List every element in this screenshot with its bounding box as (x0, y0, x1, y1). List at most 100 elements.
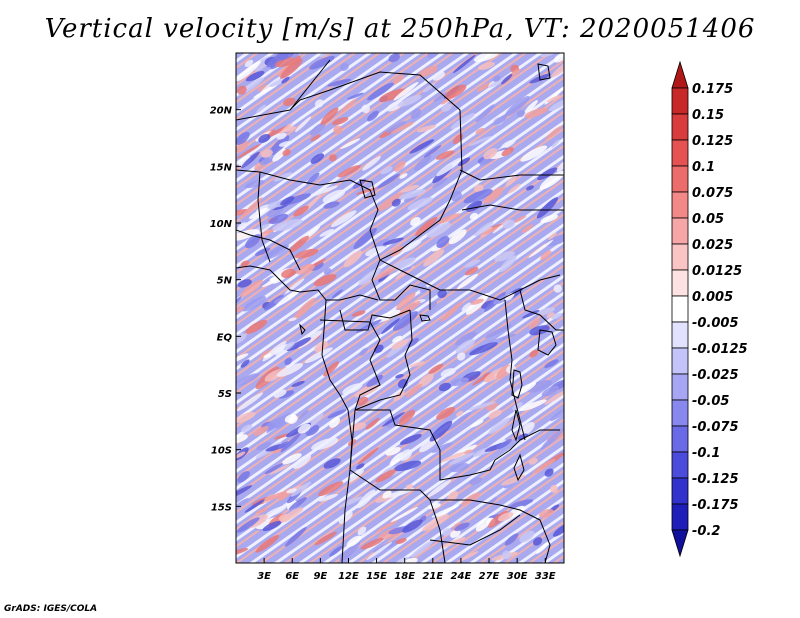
field-blob (393, 460, 422, 472)
field-blob (516, 109, 525, 118)
field-blob (276, 288, 302, 307)
field-blob (448, 229, 467, 245)
field-blob (291, 380, 305, 387)
field-blob (552, 523, 564, 537)
field-blob (305, 424, 320, 436)
field-blob (440, 368, 456, 377)
field-blob (278, 390, 295, 399)
field-blob (281, 76, 290, 84)
field-blob (410, 108, 422, 119)
field-blob (409, 139, 435, 154)
field-blob (348, 470, 365, 483)
field-blob (478, 62, 495, 70)
field-blob (289, 235, 309, 253)
field-blob (544, 390, 564, 405)
field-blob (540, 250, 552, 261)
field-blob (470, 420, 484, 428)
lat-tick-label: 5S (218, 389, 232, 400)
field-blob (362, 156, 381, 171)
field-blob (366, 374, 383, 387)
field-blob (332, 117, 349, 126)
field-blob (286, 337, 312, 352)
field-blob (396, 292, 416, 310)
field-blob (319, 228, 334, 237)
field-blob (339, 63, 349, 71)
field-blob (310, 134, 321, 142)
field-blob (492, 75, 501, 82)
lat-tick-label: 10N (210, 219, 233, 230)
field-blob (546, 95, 561, 103)
field-blob (401, 239, 422, 253)
field-blob (395, 374, 404, 379)
field-blob (241, 151, 260, 169)
field-blob (314, 99, 324, 108)
field-blob (322, 189, 346, 203)
field-blob (323, 201, 340, 209)
field-blob (388, 53, 400, 63)
colorbar-level-label: 0.05 (692, 212, 724, 227)
field-blob (550, 484, 558, 493)
colorbar-box (671, 113, 689, 141)
field-blob (236, 295, 244, 308)
field-blob (519, 399, 547, 412)
field-blob (253, 426, 269, 436)
field-blob (519, 530, 535, 543)
colorbar-box (671, 269, 689, 297)
field-blob (343, 250, 363, 268)
field-blob (367, 82, 394, 101)
field-blob (536, 197, 559, 219)
field-blob (352, 178, 367, 189)
field-blob (241, 424, 253, 433)
longitude-axis: 3E 6E 9E 12E 15E 18E 21E 24E 27E 30E 33E (257, 558, 556, 582)
field-blob (298, 409, 309, 419)
field-blob (253, 84, 279, 98)
field-blob (278, 141, 292, 147)
field-blob (339, 541, 361, 562)
lon-tick-label: 18E (394, 571, 415, 582)
field-blob (428, 503, 441, 510)
field-blob (276, 363, 304, 377)
field-blob (395, 537, 407, 545)
field-blob (419, 285, 428, 293)
colorbar-level-label: 0.175 (692, 82, 733, 97)
field-blob (393, 81, 419, 101)
field-blob (264, 463, 284, 475)
field-blob (540, 427, 564, 450)
field-blob (295, 116, 312, 133)
field-blob (431, 442, 453, 453)
field-blob (282, 149, 291, 157)
field-blob (441, 103, 452, 112)
field-blob (505, 292, 515, 301)
colorbar-level-label: -0.175 (692, 498, 739, 513)
field-blob (365, 417, 380, 430)
field-blob (237, 85, 247, 95)
field-blob (454, 522, 470, 532)
field-blob (391, 74, 405, 85)
field-blob (494, 251, 515, 262)
field-blob (405, 383, 423, 398)
credit-label: GrADS: IGES/COLA (4, 604, 98, 614)
field-blob (469, 342, 498, 356)
field-blob (386, 120, 407, 134)
field-blob (286, 488, 297, 494)
field-blob (414, 155, 432, 171)
field-blob (236, 143, 261, 159)
field-blob (268, 464, 291, 475)
field-blob (378, 88, 407, 102)
field-blob (236, 353, 249, 364)
field-blob (359, 347, 368, 356)
field-blob (262, 520, 282, 532)
field-blob (314, 531, 337, 546)
lon-tick-label: 27E (479, 571, 500, 582)
field-blob (383, 272, 397, 284)
field-blob (269, 213, 289, 225)
colorbar-box (671, 347, 689, 375)
field-blob (348, 422, 367, 432)
field-blob (237, 222, 248, 231)
lat-tick-label: 20N (210, 106, 233, 117)
field-blob (256, 441, 272, 451)
field-blob (440, 301, 463, 323)
field-blob (448, 452, 475, 465)
field-blob (426, 222, 451, 238)
